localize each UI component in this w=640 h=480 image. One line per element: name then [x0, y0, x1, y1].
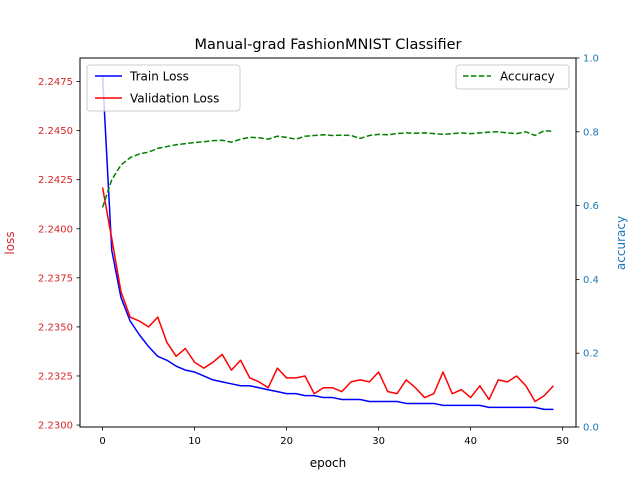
right-tick-label: 0.4 [583, 275, 599, 286]
legend-label-train-loss: Train Loss [129, 70, 189, 84]
x-tick-label: 40 [464, 436, 477, 447]
x-axis-label: epoch [310, 456, 347, 470]
legend-left: Train Loss Validation Loss [86, 64, 241, 112]
left-tick-label: 2.2350 [38, 322, 73, 333]
left-tick-label: 2.2300 [38, 421, 73, 432]
right-tick-label: 0.0 [583, 423, 599, 434]
x-tick-label: 30 [372, 436, 385, 447]
right-tick-label: 1.0 [583, 54, 599, 65]
plot-frame [79, 57, 577, 428]
left-tick-label: 2.2450 [38, 126, 73, 137]
right-tick-label: 0.8 [583, 127, 599, 138]
x-tick-label: 20 [280, 436, 293, 447]
legend-label-accuracy: Accuracy [500, 70, 555, 84]
series-line-validation-loss [101, 187, 554, 403]
left-tick-label: 2.2375 [38, 273, 73, 284]
x-tick-label: 50 [556, 436, 569, 447]
x-tick-label: 0 [99, 436, 105, 447]
left-tick-label: 2.2475 [38, 77, 73, 88]
right-axis-label: accuracy [614, 216, 628, 270]
left-axis-label: loss [3, 231, 17, 254]
series-line-train-loss [101, 75, 554, 411]
series-layer [101, 75, 554, 411]
left-tick-label: 2.2400 [38, 224, 73, 235]
chart-title: Manual-grad FashionMNIST Classifier [194, 37, 461, 53]
series-line-accuracy [101, 129, 554, 208]
legend-left-box [86, 64, 241, 112]
left-axis-ticks: 2.2300 2.2325 2.2350 2.2375 2.2400 2.2425 2.24… [38, 77, 80, 432]
legend-right: Accuracy [455, 64, 570, 90]
right-tick-label: 0.2 [583, 349, 599, 360]
right-tick-label: 0.6 [583, 201, 599, 212]
left-tick-label: 2.2425 [38, 175, 73, 186]
legend-label-validation-loss: Validation Loss [130, 92, 219, 106]
legend-right-box [455, 64, 570, 90]
left-tick-label: 2.2325 [38, 371, 73, 382]
x-tick-label: 10 [188, 436, 201, 447]
right-axis-ticks: 0.0 0.2 0.4 0.6 0.8 1.0 [576, 54, 599, 434]
x-axis-ticks: 0 10 20 30 40 50 [99, 427, 569, 447]
